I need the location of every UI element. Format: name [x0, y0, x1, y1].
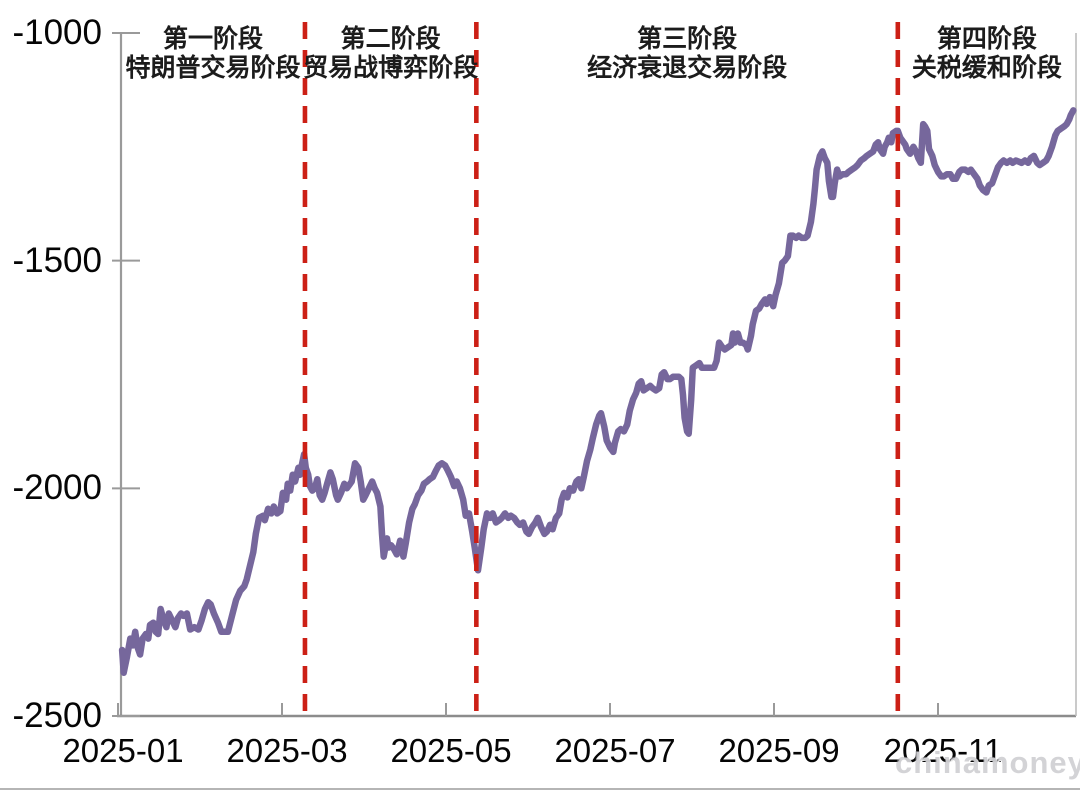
phase-subtitle: 关税缓和阶段: [911, 53, 1062, 82]
phase-label-3: 第三阶段 经济衰退交易阶段: [527, 24, 847, 82]
x-tick-label: 2025-01: [62, 732, 184, 769]
phase-title: 第二阶段: [340, 24, 441, 53]
phase-label-1: 第一阶段 特朗普交易阶段: [53, 24, 373, 82]
x-tick-label: 2025-11: [883, 732, 1003, 769]
x-tick-label: 2025-05: [390, 732, 512, 769]
phase-subtitle: 特朗普交易阶段: [125, 53, 301, 82]
x-tick-label: 2025-03: [226, 732, 348, 769]
y-tick-label: -2500: [12, 696, 102, 735]
phase-subtitle: 贸易战博弈阶段: [303, 53, 479, 82]
phase-title: 第三阶段: [637, 24, 738, 53]
y-tick-label: -1000: [12, 13, 102, 52]
phase-title: 第一阶段: [162, 24, 263, 53]
phase-label-4: 第四阶段 关税缓和阶段: [827, 24, 1080, 82]
swap-points-line: [118, 107, 1077, 676]
phase-subtitle: 经济衰退交易阶段: [587, 53, 788, 82]
phase-title: 第四阶段: [936, 24, 1037, 53]
page-divider: [0, 788, 1080, 790]
y-tick-label: -1500: [12, 240, 102, 280]
x-tick-label: 2025-09: [718, 732, 840, 769]
y-tick-label: -2000: [12, 468, 102, 508]
axis-tick-marks: [112, 32, 939, 717]
x-tick-label: 2025-07: [554, 732, 676, 769]
phase-divider-lines: [302, 22, 901, 713]
phase-label-2: 第二阶段 贸易战博弈阶段: [231, 24, 551, 82]
chinamoney-watermark: chinamoney: [895, 745, 1080, 780]
